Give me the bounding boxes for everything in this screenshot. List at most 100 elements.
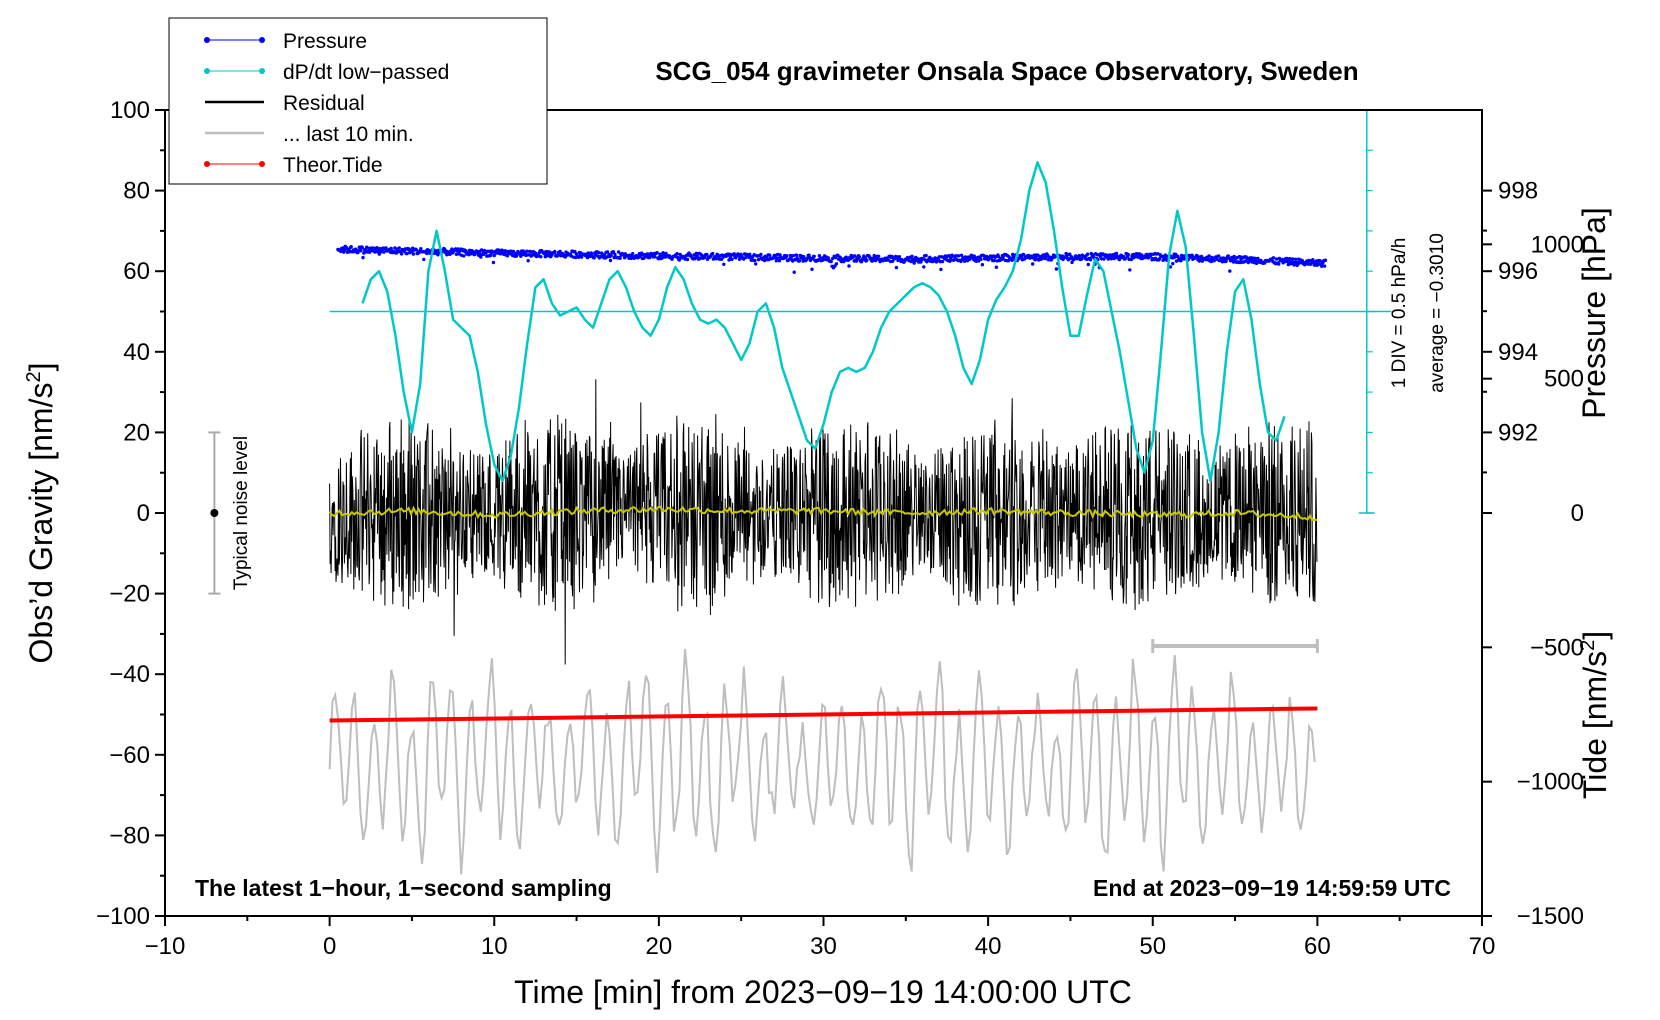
pressure-point — [685, 257, 690, 262]
pressure-point — [1207, 254, 1211, 258]
pressure-point — [1253, 256, 1257, 260]
pressure-point — [613, 252, 617, 256]
pressure-point — [1228, 269, 1232, 273]
pressure-point — [345, 246, 349, 250]
pressure-point — [1031, 262, 1035, 266]
y-tick-label: 40 — [123, 339, 150, 366]
x-tick-label: 40 — [975, 933, 1002, 960]
pressure-point — [711, 251, 715, 256]
pressure-point — [611, 250, 616, 254]
pressure-point — [677, 258, 682, 262]
legend-label: dP/dt low−passed — [283, 61, 449, 84]
tide-tick-label: 1000 — [1531, 231, 1584, 258]
pressure-point — [384, 246, 388, 250]
x-tick-label: 20 — [646, 933, 673, 960]
pressure-point — [479, 255, 483, 259]
y-axis-tide-label: Tide [nm/s2] — [1577, 631, 1613, 799]
legend-label: Theor.Tide — [283, 154, 383, 177]
pressure-point — [494, 251, 499, 255]
pressure-point — [1243, 259, 1248, 263]
pressure-point — [492, 253, 496, 258]
pressure-point — [419, 247, 423, 251]
dpdt-trace — [329, 109, 1392, 514]
x-tick-label: 50 — [1139, 933, 1166, 960]
pressure-point — [774, 259, 779, 263]
pressure-point — [792, 270, 796, 274]
pressure-point — [1102, 257, 1106, 261]
legend-label: Residual — [283, 92, 365, 115]
pressure-point — [596, 251, 601, 255]
pressure-point — [359, 249, 363, 253]
pressure-point — [1088, 258, 1093, 262]
pressure-point — [548, 250, 552, 254]
annotation-bottom-left: The latest 1−hour, 1−second sampling — [195, 875, 612, 901]
pressure-point — [812, 254, 816, 258]
x-tick-label: −10 — [145, 933, 186, 960]
pressure-point — [732, 252, 736, 256]
pressure-point — [377, 252, 381, 256]
pressure-point — [1217, 254, 1221, 258]
pressure-point — [1171, 261, 1175, 266]
legend-dot — [204, 68, 210, 74]
y-tick-label: −20 — [109, 581, 150, 608]
pressure-point — [574, 252, 579, 256]
legend-dot — [259, 37, 265, 43]
pressure-point — [980, 263, 985, 267]
pressure-point — [1079, 257, 1084, 261]
pressure-point — [748, 252, 752, 256]
dpdt-average-label: average = −0.3010 — [1427, 233, 1448, 393]
pressure-point — [997, 255, 1001, 259]
pressure-point — [1277, 262, 1281, 266]
pressure-point — [1256, 256, 1260, 261]
dpdt-line — [361, 161, 1286, 483]
pressure-point — [462, 254, 466, 258]
pressure-point — [500, 248, 504, 252]
pressure-point — [618, 256, 622, 260]
pressure-point — [422, 257, 426, 262]
y-axis-left: 100 80 60 40 20 0 −20 −40 −60 −80 −100 — [96, 97, 165, 930]
pressure-point — [791, 253, 796, 258]
pressure-point — [894, 265, 899, 270]
x-axis-label: Time [min] from 2023−09−19 14:00:00 UTC — [514, 974, 1132, 1010]
pressure-point — [1212, 259, 1216, 263]
pressure-point — [631, 252, 635, 256]
pressure-point — [454, 252, 459, 256]
pressure-point — [756, 257, 761, 262]
residual-line — [329, 379, 1318, 665]
pressure-point — [992, 258, 996, 263]
pressure-point — [1126, 252, 1131, 257]
pressure-point — [1086, 262, 1091, 267]
pressure-point — [694, 251, 699, 255]
pressure-point — [608, 258, 613, 263]
pressure-point — [436, 253, 440, 257]
y-tick-label: 60 — [123, 258, 150, 285]
pressure-point — [1294, 257, 1298, 261]
pressure-point — [1022, 253, 1026, 257]
pressure-point — [919, 260, 923, 264]
y-axis-pressure-label: Pressure [hPa] — [1576, 207, 1612, 419]
pressure-point — [794, 253, 799, 257]
y-tick-label: −100 — [96, 903, 150, 930]
residual-trace — [329, 379, 1318, 665]
pressure-point — [411, 252, 416, 256]
pressure-point — [1199, 254, 1204, 259]
pressure-point — [1232, 254, 1236, 259]
pressure-point — [1174, 259, 1179, 263]
pressure-point — [539, 255, 543, 259]
pressure-point — [576, 255, 581, 259]
pressure-point — [753, 258, 757, 263]
pressure-point — [957, 254, 961, 258]
y-axis-left-label-sup: 2 — [23, 371, 45, 382]
pressure-point — [777, 259, 782, 263]
pressure-point — [1068, 252, 1072, 256]
y-axis-pressure: 998 996 994 992 — [1482, 178, 1538, 474]
y-tick-label: 20 — [123, 419, 150, 446]
pressure-point — [590, 252, 594, 256]
y-axis-tide: 1000 500 0 −500 −1000 −1500 — [1482, 231, 1584, 930]
pressure-point — [464, 249, 468, 253]
pressure-point — [897, 255, 902, 259]
pressure-point — [605, 250, 610, 254]
pressure-point — [361, 255, 365, 260]
pressure-point — [922, 265, 926, 269]
pressure-point — [1077, 253, 1082, 258]
